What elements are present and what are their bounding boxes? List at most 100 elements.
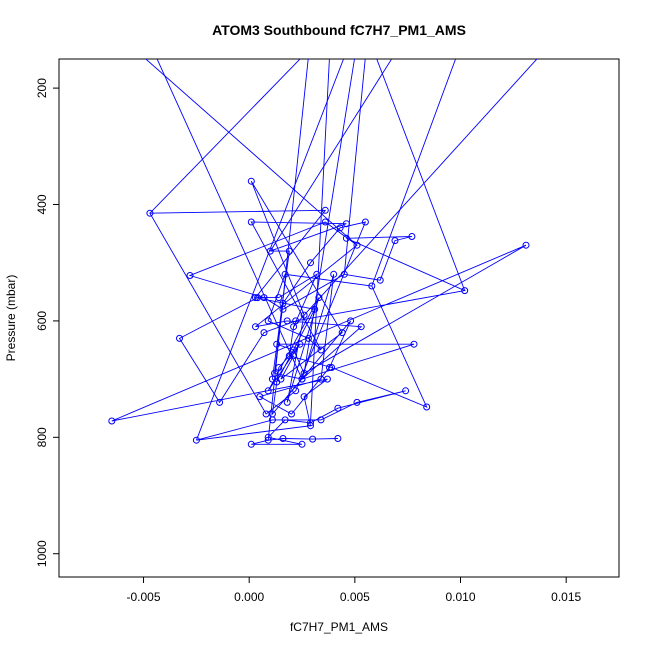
data-point <box>260 329 268 337</box>
data-point <box>247 177 255 185</box>
data-point <box>290 323 298 331</box>
data-point <box>283 317 291 325</box>
segment-exit-top <box>310 59 330 423</box>
segment-exit-top <box>303 59 355 374</box>
data-point <box>328 364 336 371</box>
data-point <box>391 237 399 245</box>
data-point <box>342 220 350 228</box>
data-point <box>353 398 361 406</box>
data-point <box>298 375 306 383</box>
data-point <box>300 369 308 377</box>
data-point <box>361 218 369 226</box>
segment-exit-top <box>149 59 301 214</box>
data-point <box>317 346 325 354</box>
data-point <box>186 272 194 279</box>
segment-exit-top <box>156 59 303 380</box>
y-axis: 200 400 600 800 1000 <box>35 78 59 567</box>
data-point <box>334 404 342 412</box>
y-tick-label: 1000 <box>35 540 49 567</box>
data-point <box>321 206 329 214</box>
data-point <box>192 436 200 444</box>
data-point <box>298 440 306 448</box>
data-point <box>247 218 255 226</box>
data-point <box>281 416 289 424</box>
data-point <box>347 317 355 325</box>
data-point <box>309 435 317 443</box>
data-point <box>326 364 333 371</box>
data-point <box>271 369 278 377</box>
x-axis: -0.005 0.000 0.005 0.010 0.015 <box>127 577 582 604</box>
data-point <box>285 352 293 360</box>
data-point <box>252 294 259 302</box>
data-point <box>296 340 304 348</box>
data-point <box>410 340 418 348</box>
data-point <box>108 417 116 425</box>
data-point <box>273 340 281 348</box>
data-point <box>288 410 295 418</box>
x-tick-label: -0.005 <box>127 590 161 604</box>
segment-exit-top <box>269 59 393 252</box>
data-point <box>264 387 272 395</box>
data-point <box>357 323 365 331</box>
data-point <box>292 317 300 325</box>
y-tick-label: 200 <box>35 78 49 98</box>
x-axis-label: fC7H7_PM1_AMS <box>290 620 388 634</box>
data-point <box>338 329 346 337</box>
segment-exit-top <box>293 59 538 328</box>
data-point <box>275 364 283 371</box>
data-point <box>252 323 259 331</box>
data-point <box>402 387 410 395</box>
data-point <box>268 410 276 418</box>
series-lines <box>111 59 538 445</box>
data-point <box>307 422 314 430</box>
data-point <box>317 375 325 383</box>
data-point <box>264 436 272 444</box>
data-point <box>522 241 530 249</box>
data-point <box>334 435 342 442</box>
data-point <box>340 270 348 278</box>
data-point <box>285 247 293 255</box>
y-tick-label: 400 <box>35 194 49 214</box>
data-point <box>342 234 350 242</box>
data-point <box>300 311 308 319</box>
data-point <box>279 435 287 442</box>
data-point <box>307 259 314 267</box>
data-point <box>461 287 469 295</box>
data-point <box>216 398 224 406</box>
data-point <box>283 398 291 406</box>
segment-exit-top <box>145 59 358 246</box>
data-point <box>247 440 255 448</box>
data-point <box>353 241 361 249</box>
data-point <box>254 294 262 302</box>
y-axis-label: Pressure (mbar) <box>4 275 18 362</box>
data-point <box>321 218 329 226</box>
x-tick-label: 0.010 <box>445 590 475 604</box>
data-point <box>281 270 289 278</box>
data-point <box>279 299 287 307</box>
series-points <box>108 177 530 448</box>
data-point <box>275 294 283 302</box>
data-point <box>256 393 264 401</box>
x-tick-label: 0.000 <box>234 590 264 604</box>
x-tick-label: 0.005 <box>340 590 370 604</box>
data-point <box>368 282 376 290</box>
data-point <box>315 294 323 302</box>
data-point <box>264 317 272 325</box>
x-tick-label: 0.015 <box>551 590 581 604</box>
data-point <box>176 334 183 342</box>
data-point <box>277 375 285 383</box>
data-point <box>266 247 274 255</box>
data-point <box>408 233 416 240</box>
data-point <box>317 416 325 424</box>
plot-frame <box>58 58 620 578</box>
data-point <box>264 433 272 441</box>
data-point <box>313 270 321 278</box>
series-line <box>111 180 527 445</box>
data-point <box>336 224 344 232</box>
data-point <box>304 334 312 342</box>
segment-exit-top <box>371 59 457 287</box>
chart-title: ATOM3 Southbound fC7H7_PM1_AMS <box>212 22 466 38</box>
y-tick-label: 600 <box>35 311 49 331</box>
data-point <box>311 305 319 313</box>
